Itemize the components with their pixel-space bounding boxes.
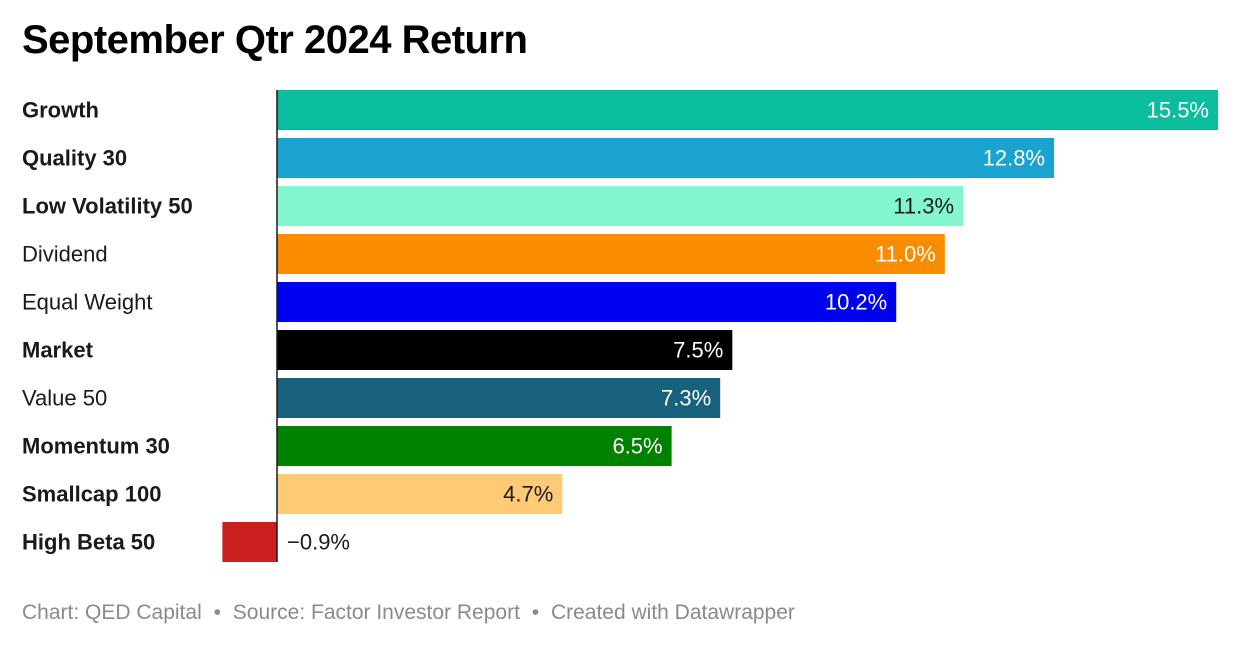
created-with: Created with Datawrapper [550,601,795,624]
value-label: 11.3% [893,194,954,219]
bar [277,138,1055,178]
value-label: 7.5% [673,338,723,363]
category-label: Low Volatility 50 [22,194,193,219]
category-label: Smallcap 100 [22,482,161,507]
value-label: −0.9% [287,530,350,555]
category-label: Equal Weight [22,290,152,315]
bar [277,378,721,418]
bar [277,282,897,322]
category-label: Value 50 [22,386,107,411]
bar [277,330,733,370]
value-label: 15.5% [1147,98,1209,123]
bar [277,90,1218,130]
category-label: Market [22,338,94,363]
value-label: 6.5% [612,434,662,459]
bar [277,186,964,226]
footer-separator: • [213,601,221,624]
value-label: 11.0% [875,242,936,267]
footer-separator: • [531,601,540,624]
category-label: Growth [22,98,99,123]
category-label: Quality 30 [22,146,127,171]
value-label: 4.7% [503,482,553,507]
chart-footer: Chart: QED Capital • Source: Factor Inve… [22,601,795,625]
bar [277,474,563,514]
chart-credit: Chart: QED Capital [22,601,202,624]
value-label: 10.2% [825,290,887,315]
value-label: 7.3% [661,386,711,411]
category-label: Momentum 30 [22,434,170,459]
bar [222,522,277,562]
bar [277,234,945,274]
chart-source: Source: Factor Investor Report [232,601,520,624]
category-label: Dividend [22,242,108,267]
bar [277,426,672,466]
chart-title: September Qtr 2024 Return [22,18,528,62]
category-label: High Beta 50 [22,530,155,555]
value-label: 12.8% [983,146,1045,171]
